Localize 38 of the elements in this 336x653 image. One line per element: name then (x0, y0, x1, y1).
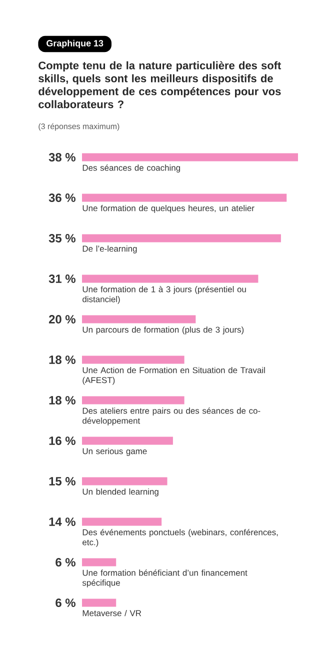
y-tick-label: Un blended learning (82, 488, 158, 496)
y-tick-label: Un parcours de formation (plus de 3 jours) (82, 326, 244, 334)
data-label: 31 % (48, 274, 76, 284)
y-tick-label: Une Action de Formation en Situation de Travail (AFEST) (82, 366, 265, 385)
data-label: 14 % (49, 518, 76, 526)
data-label: 15 % (49, 477, 76, 486)
bar (82, 558, 116, 566)
data-label: 18 % (49, 356, 76, 364)
bar (82, 153, 298, 162)
bar (82, 518, 162, 526)
data-label: 6 % (56, 598, 76, 607)
y-tick-label: Des ateliers entre pairs ou des séances de co-développement (82, 407, 260, 426)
data-label: 6 % (56, 558, 76, 566)
bar (82, 194, 287, 202)
bar (82, 396, 184, 404)
bar (82, 436, 173, 445)
y-tick-label: Une formation de 1 à 3 jours (présentiel ou distanciel) (82, 286, 246, 304)
bar (82, 477, 168, 486)
y-tick-label: Un serious game (82, 448, 147, 456)
text: Graphique 13 (46, 40, 104, 48)
bar (82, 234, 281, 242)
data-label: 18 % (49, 396, 76, 404)
data-label: 16 % (49, 436, 76, 445)
chart-title: Compte tenu de la nature particulière des soft skills, quels sont les meilleurs dispositifs de développement de ces compétences pour vos collaborateurs ? (38, 61, 282, 108)
data-label: 20 % (48, 315, 76, 324)
data-label: 38 % (48, 153, 76, 162)
y-tick-label: De l’e-learning (82, 245, 137, 254)
bar (82, 356, 184, 364)
bar (82, 274, 258, 283)
data-label: 35 % (48, 234, 76, 243)
y-tick-label: Des événements ponctuels (webinars, conférences, etc.) (82, 528, 278, 547)
data-label: 36 % (48, 194, 76, 202)
y-tick-label: Metaverse / VR (82, 610, 142, 616)
y-tick-label: Une formation bénéficiant d’un financement spécifique (82, 569, 248, 588)
bar (82, 315, 196, 324)
bar (82, 598, 116, 607)
y-tick-label: Des séances de coaching (82, 164, 180, 172)
y-tick-label: Une formation de quelques heures, un atelier (82, 204, 254, 213)
